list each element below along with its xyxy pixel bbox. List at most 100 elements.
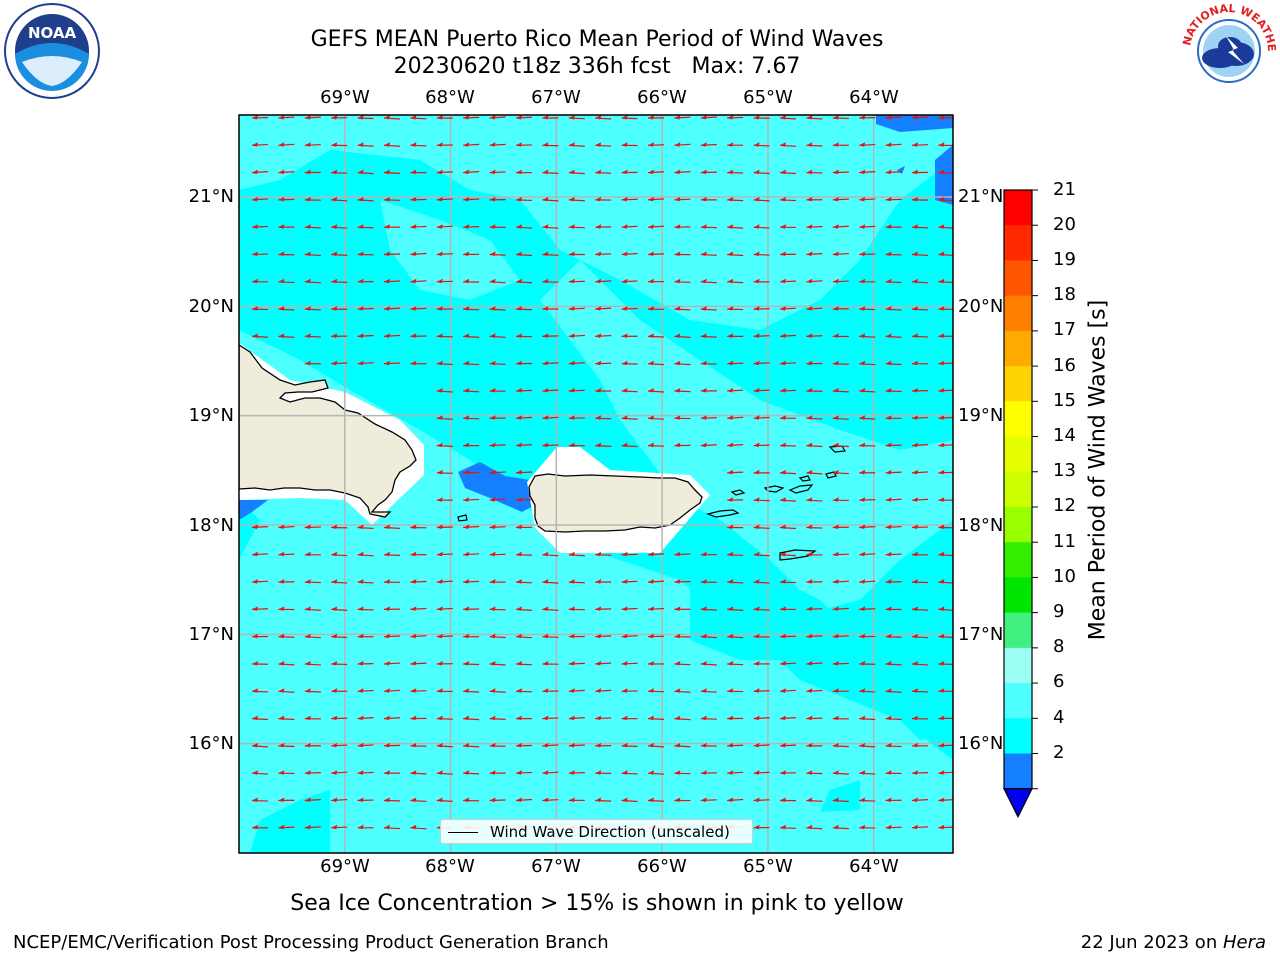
wind-wave-arrow (278, 661, 295, 666)
wind-wave-arrow (727, 115, 744, 120)
wind-wave-arrow (753, 797, 770, 802)
wind-wave-arrow (331, 333, 348, 338)
wind-wave-arrow (278, 797, 295, 802)
wind-wave-arrow (938, 224, 953, 229)
wind-wave-arrow (621, 306, 638, 311)
wind-wave-arrow (806, 360, 823, 366)
wind-wave-arrow (806, 388, 823, 393)
wind-wave-arrow (542, 333, 559, 338)
wind-wave-arrow (304, 688, 321, 693)
wind-wave-arrow (779, 688, 797, 693)
wind-wave-arrow (463, 606, 480, 611)
puerto-rico-landmass (528, 473, 703, 533)
wind-wave-arrow (542, 661, 559, 666)
wind-wave-arrow (621, 115, 638, 120)
wind-wave-arrow (278, 551, 295, 557)
wind-wave-arrow (278, 224, 295, 229)
wind-wave-arrow (436, 742, 453, 748)
wind-wave-arrow (489, 388, 506, 393)
wind-wave-arrow (779, 388, 797, 393)
wind-wave-arrow (251, 770, 269, 775)
wind-wave-arrow (832, 524, 849, 529)
wind-wave-arrow (278, 251, 295, 256)
wind-wave-arrow (806, 551, 823, 557)
wind-wave-arrow (331, 169, 348, 175)
wind-wave-arrow (806, 442, 823, 448)
wind-wave-arrow (832, 251, 849, 256)
wind-wave-arrow (436, 115, 453, 120)
wind-wave-arrow (278, 278, 295, 284)
wind-wave-arrow (647, 715, 665, 721)
colorbar-tick-label: 16 (1053, 355, 1076, 376)
wind-wave-arrow (595, 770, 612, 775)
wind-wave-arrow (674, 770, 691, 775)
wind-wave-arrow (885, 415, 902, 420)
wind-wave-arrow (647, 115, 665, 120)
wind-wave-arrow (806, 469, 823, 475)
wind-wave-arrow (727, 388, 744, 393)
wind-wave-arrow (727, 551, 744, 557)
wind-wave-arrow (357, 360, 374, 366)
wind-wave-arrow (806, 115, 823, 120)
wind-wave-arrow (489, 742, 506, 748)
wind-wave-arrow (542, 442, 559, 448)
lon-label-top: 69°W (320, 87, 370, 108)
wind-wave-arrow (674, 742, 691, 748)
wind-wave-arrow (806, 497, 823, 502)
wind-wave-arrow (436, 278, 453, 284)
wind-wave-arrow (753, 169, 770, 175)
wind-wave-arrow (753, 388, 770, 393)
wind-wave-arrow (674, 115, 691, 120)
wind-wave-arrow (357, 688, 374, 693)
wind-wave-arrow (647, 333, 665, 338)
wind-wave-arrow (647, 688, 665, 693)
wind-wave-arrow (463, 633, 480, 639)
wind-wave-arrow (595, 278, 612, 284)
colorbar-segment (1004, 225, 1032, 261)
wind-wave-arrow (647, 415, 665, 420)
wind-wave-arrow (568, 224, 585, 229)
wind-wave-arrow (832, 388, 849, 393)
wind-wave-arrow (568, 115, 585, 120)
wind-wave-arrow (753, 196, 770, 202)
wind-wave-arrow (911, 715, 929, 721)
wind-wave-arrow (911, 360, 929, 366)
wind-wave-arrow (463, 442, 480, 448)
wind-wave-arrow (515, 278, 533, 284)
wind-wave-arrow (251, 579, 269, 584)
wind-wave-arrow (595, 142, 612, 147)
wind-wave-arrow (859, 824, 876, 830)
wind-wave-arrow (753, 306, 770, 311)
wind-wave-arrow (331, 524, 348, 529)
colorbar-tick-label: 11 (1053, 531, 1076, 552)
wind-wave-arrow (727, 142, 744, 147)
wind-wave-arrow (304, 251, 321, 257)
wind-wave-arrow (700, 633, 717, 639)
wind-wave-arrow (727, 251, 744, 257)
wind-wave-arrow (304, 633, 321, 639)
wind-wave-arrow (331, 579, 348, 584)
wind-wave-arrow (595, 415, 612, 420)
wind-wave-arrow (832, 278, 849, 284)
colorbar-segment (1004, 295, 1032, 332)
wind-wave-arrow (647, 360, 665, 366)
colorbar-segment (1004, 753, 1032, 790)
wind-wave-arrow (806, 633, 823, 639)
wind-wave-arrow (410, 115, 427, 120)
wind-wave-arrow (542, 633, 559, 639)
wind-wave-arrows (251, 115, 953, 830)
wind-wave-arrow (859, 469, 876, 475)
lat-label-left: 16°N (188, 733, 234, 754)
colorbar-tick-label: 21 (1053, 179, 1076, 200)
wind-wave-arrow (779, 661, 797, 666)
wind-wave-arrow (304, 824, 321, 830)
wind-wave-arrow (463, 388, 480, 393)
wind-wave-arrow (542, 169, 559, 175)
wind-wave-arrow (595, 551, 612, 557)
wind-wave-arrow (357, 742, 374, 748)
wind-wave-arrow (938, 306, 953, 311)
wind-wave-arrow (779, 770, 797, 775)
wind-wave-arrow (911, 688, 929, 693)
wind-wave-arrow (832, 579, 849, 584)
wind-wave-arrow (859, 633, 876, 639)
